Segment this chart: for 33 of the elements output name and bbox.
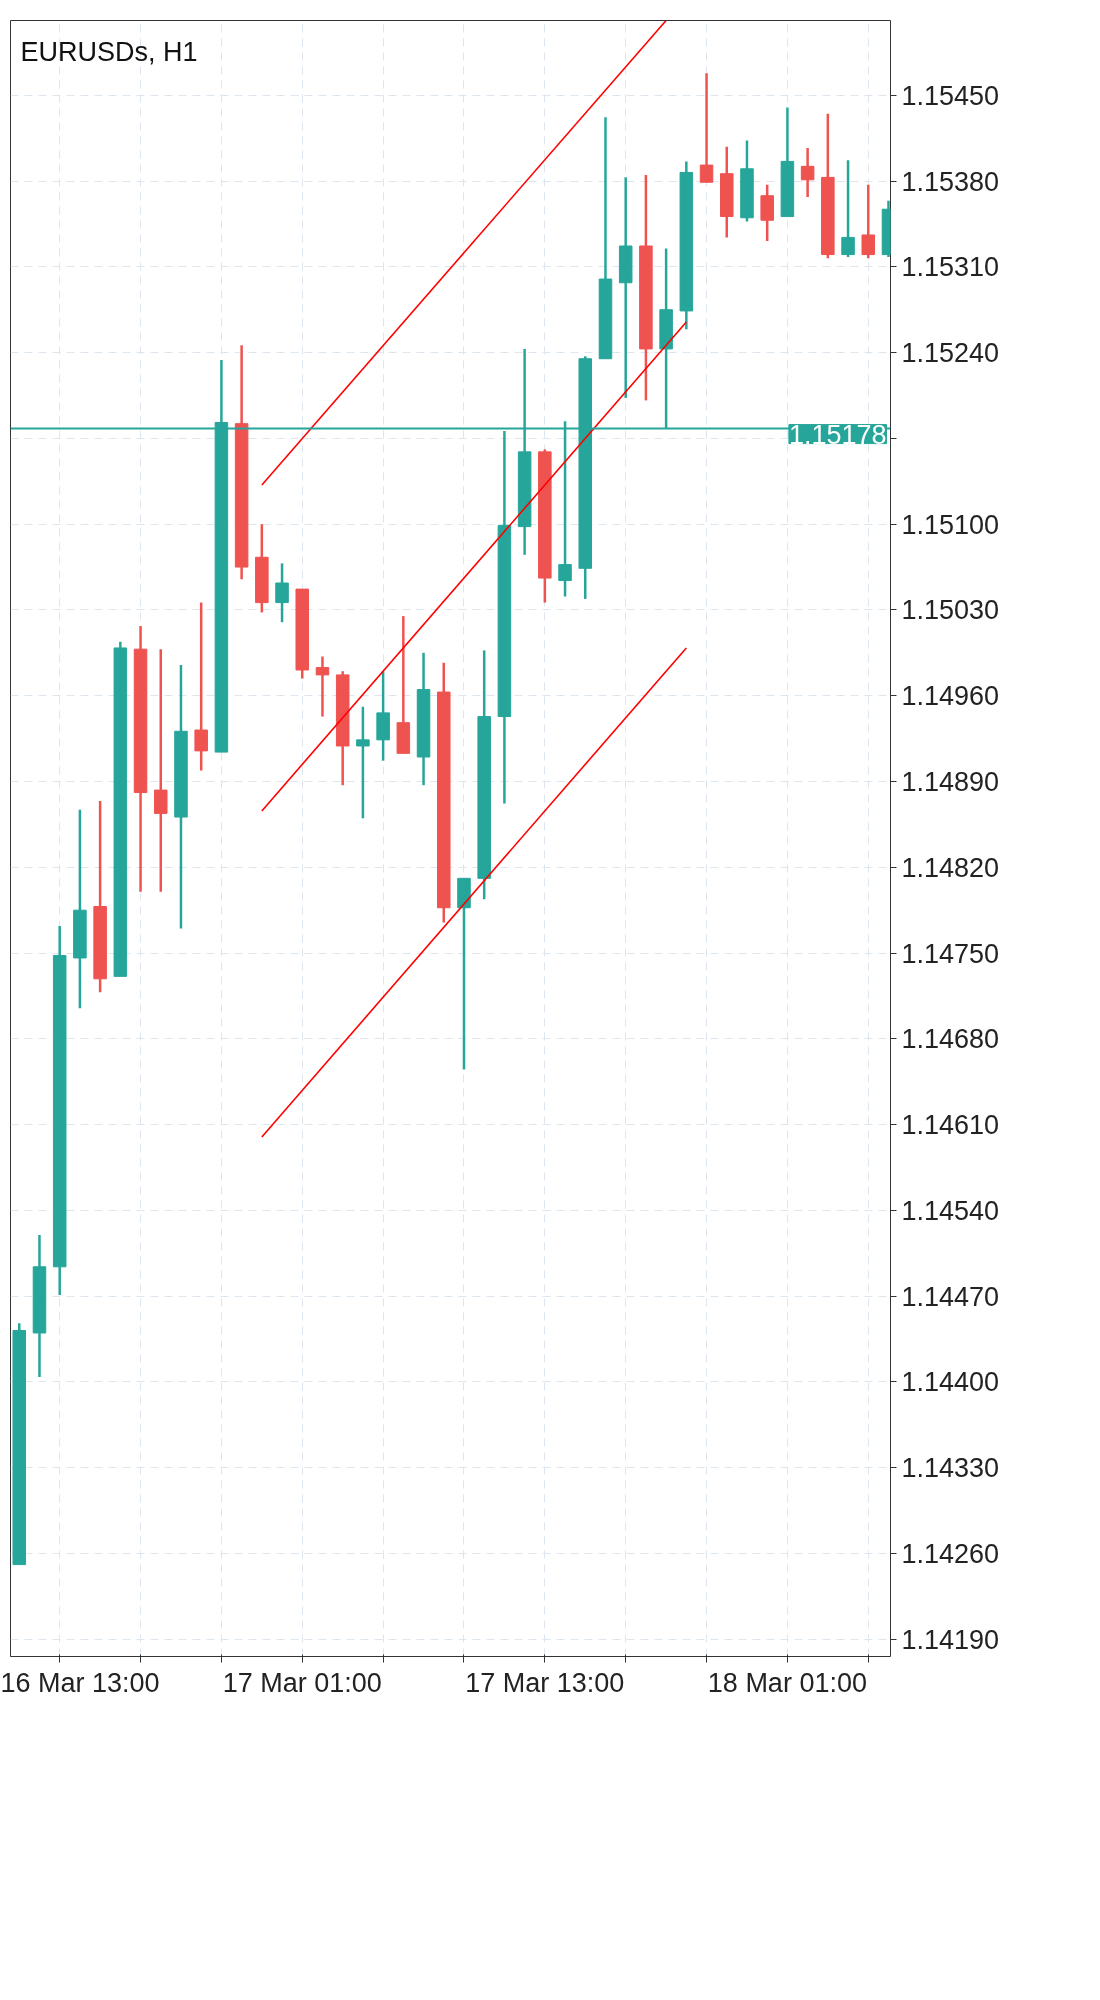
y-tick-label: 1.15240	[901, 338, 1000, 369]
y-tick-label: 1.15100	[901, 509, 1000, 540]
candlestick	[275, 562, 289, 624]
y-tick-label: 1.15450	[901, 80, 1000, 111]
candlestick	[800, 146, 815, 199]
y-tick-label: 1.14750	[901, 938, 1000, 969]
candlestick	[153, 647, 168, 894]
x-tick-label: 17 Mar 01:00	[222, 1667, 382, 1698]
y-tick-label: 1.14820	[901, 852, 1000, 883]
y-tick-label: 1.15380	[901, 166, 1000, 197]
y-tick-label: 1.14260	[901, 1539, 1000, 1570]
ref-line-label: 1.15178	[788, 419, 887, 450]
y-tick-label: 1.15030	[901, 595, 1000, 626]
x-tick-label: 18 Mar 01:00	[707, 1667, 867, 1698]
y-tick-label: 1.15310	[901, 252, 1000, 283]
y-tick-label: 1.14330	[901, 1453, 1000, 1484]
y-tick-label: 1.14680	[901, 1024, 1000, 1055]
y-tick-label: 1.14540	[901, 1195, 1000, 1226]
y-tick-label: 1.14190	[901, 1624, 1000, 1655]
candlestick	[861, 183, 876, 260]
candlestick	[315, 655, 330, 718]
candlestick	[194, 601, 208, 772]
y-tick-label: 1.14890	[901, 767, 1000, 798]
text: EURUSDs, H1	[20, 36, 198, 67]
y-tick-label: 1.14400	[901, 1367, 1000, 1398]
x-tick-label: 16 Mar 13:00	[0, 1667, 160, 1698]
candlestick	[841, 158, 855, 259]
y-tick-label: 1.14960	[901, 681, 1000, 712]
y-tick-label: 1.14610	[901, 1110, 1000, 1141]
y-tick-label: 1.14470	[901, 1281, 1000, 1312]
x-tick-label: 17 Mar 13:00	[465, 1667, 625, 1698]
candlestick	[356, 705, 370, 820]
candlestick	[699, 71, 714, 184]
